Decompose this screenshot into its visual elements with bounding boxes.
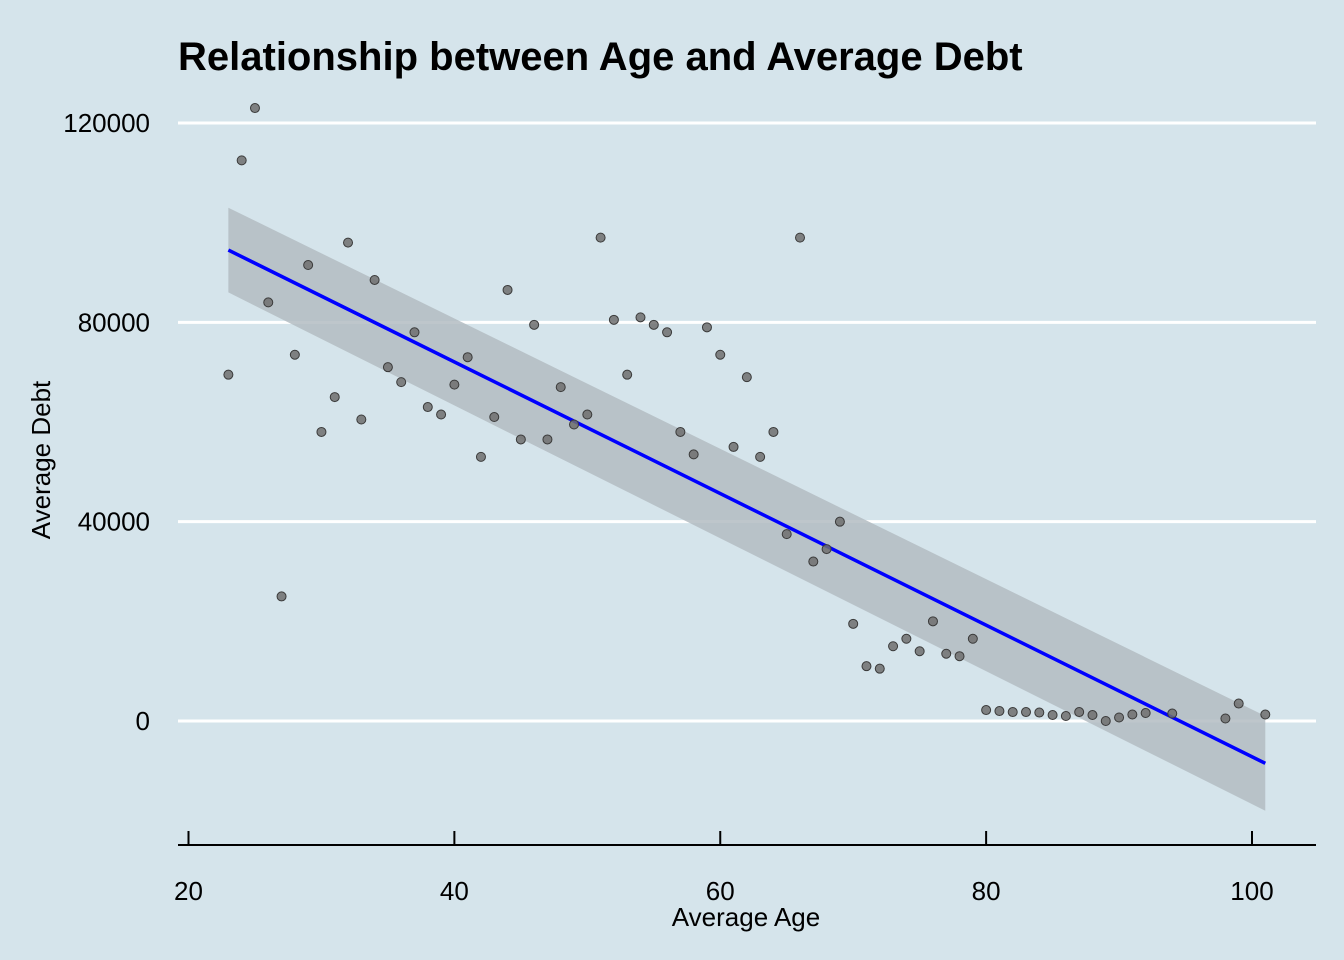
x-tick-label: 40	[440, 876, 469, 906]
data-point	[981, 705, 992, 716]
data-point	[236, 155, 247, 166]
data-point	[1220, 713, 1231, 724]
data-point	[688, 449, 699, 460]
data-point	[223, 369, 234, 380]
data-point	[529, 319, 540, 330]
data-point	[316, 426, 327, 437]
data-point	[1060, 711, 1071, 722]
data-point	[356, 414, 367, 425]
data-point	[595, 232, 606, 243]
confidence-band-area	[228, 207, 1266, 811]
y-tick-label: 40000	[78, 507, 150, 537]
data-point	[1087, 710, 1098, 721]
data-point	[1021, 707, 1032, 718]
data-point	[1140, 708, 1151, 719]
data-point	[569, 419, 580, 430]
data-point	[941, 648, 952, 659]
data-point	[768, 426, 779, 437]
y-tick-label: 120000	[63, 108, 150, 138]
x-tick-label: 80	[972, 876, 1001, 906]
data-points	[223, 103, 1271, 726]
trend-line	[227, 248, 1267, 765]
data-point	[781, 529, 792, 540]
data-point	[622, 369, 633, 380]
x-axis: 20 40 60 80 100	[174, 831, 1316, 906]
data-point	[834, 516, 845, 527]
data-point	[728, 441, 739, 452]
x-tick-label: 20	[174, 876, 203, 906]
data-point	[382, 362, 393, 373]
data-point	[927, 616, 938, 627]
data-point	[475, 451, 486, 462]
data-point	[715, 349, 726, 360]
data-point	[808, 556, 819, 567]
data-point	[1034, 707, 1045, 718]
x-axis-title: Average Age	[672, 902, 820, 932]
data-point	[555, 382, 566, 393]
data-point	[954, 651, 965, 662]
data-point	[701, 322, 712, 333]
data-point	[967, 633, 978, 644]
y-tick-label: 80000	[78, 307, 150, 337]
data-point	[1260, 709, 1271, 720]
data-point	[249, 103, 260, 114]
data-point	[795, 232, 806, 243]
data-point	[1127, 709, 1138, 720]
data-point	[874, 663, 885, 674]
data-point	[1007, 707, 1018, 718]
data-point	[675, 426, 686, 437]
data-point	[1167, 708, 1178, 719]
data-point	[741, 372, 752, 383]
data-point	[343, 237, 354, 248]
trend-line-group	[227, 248, 1267, 765]
data-point	[755, 451, 766, 462]
chart-title: Relationship between Age and Average Deb…	[178, 35, 1023, 79]
data-point	[369, 274, 380, 285]
data-point	[608, 314, 619, 325]
data-point	[1100, 716, 1111, 726]
data-point	[449, 379, 460, 390]
data-point	[861, 661, 872, 672]
data-point	[888, 641, 899, 652]
data-point	[263, 297, 274, 308]
x-tick-label: 100	[1230, 876, 1273, 906]
data-point	[303, 260, 314, 271]
data-point	[648, 319, 659, 330]
data-point	[276, 591, 287, 602]
y-axis-title: Average Debt	[26, 380, 56, 539]
data-point	[914, 646, 925, 657]
data-point	[662, 327, 673, 338]
data-point	[994, 706, 1005, 717]
data-point	[635, 312, 646, 323]
data-point	[489, 412, 500, 423]
grid-lines	[178, 121, 1316, 723]
y-tick-label: 0	[136, 706, 150, 736]
x-tick-label: 60	[706, 876, 735, 906]
data-point	[1114, 712, 1125, 723]
data-point	[1074, 707, 1085, 718]
data-point	[422, 402, 433, 413]
y-axis: 0 40000 80000 120000	[63, 108, 150, 736]
data-point	[515, 434, 526, 445]
data-point	[289, 349, 300, 360]
data-point	[848, 618, 859, 629]
data-point	[1233, 698, 1244, 709]
data-point	[462, 352, 473, 363]
data-point	[901, 633, 912, 644]
data-point	[582, 409, 593, 420]
data-point	[329, 392, 340, 403]
data-point	[502, 284, 513, 295]
data-point	[436, 409, 447, 420]
data-point	[821, 544, 832, 555]
data-point	[542, 434, 553, 445]
confidence-band	[228, 207, 1266, 811]
data-point	[396, 377, 407, 388]
data-point	[1047, 710, 1058, 721]
data-point	[409, 327, 420, 338]
